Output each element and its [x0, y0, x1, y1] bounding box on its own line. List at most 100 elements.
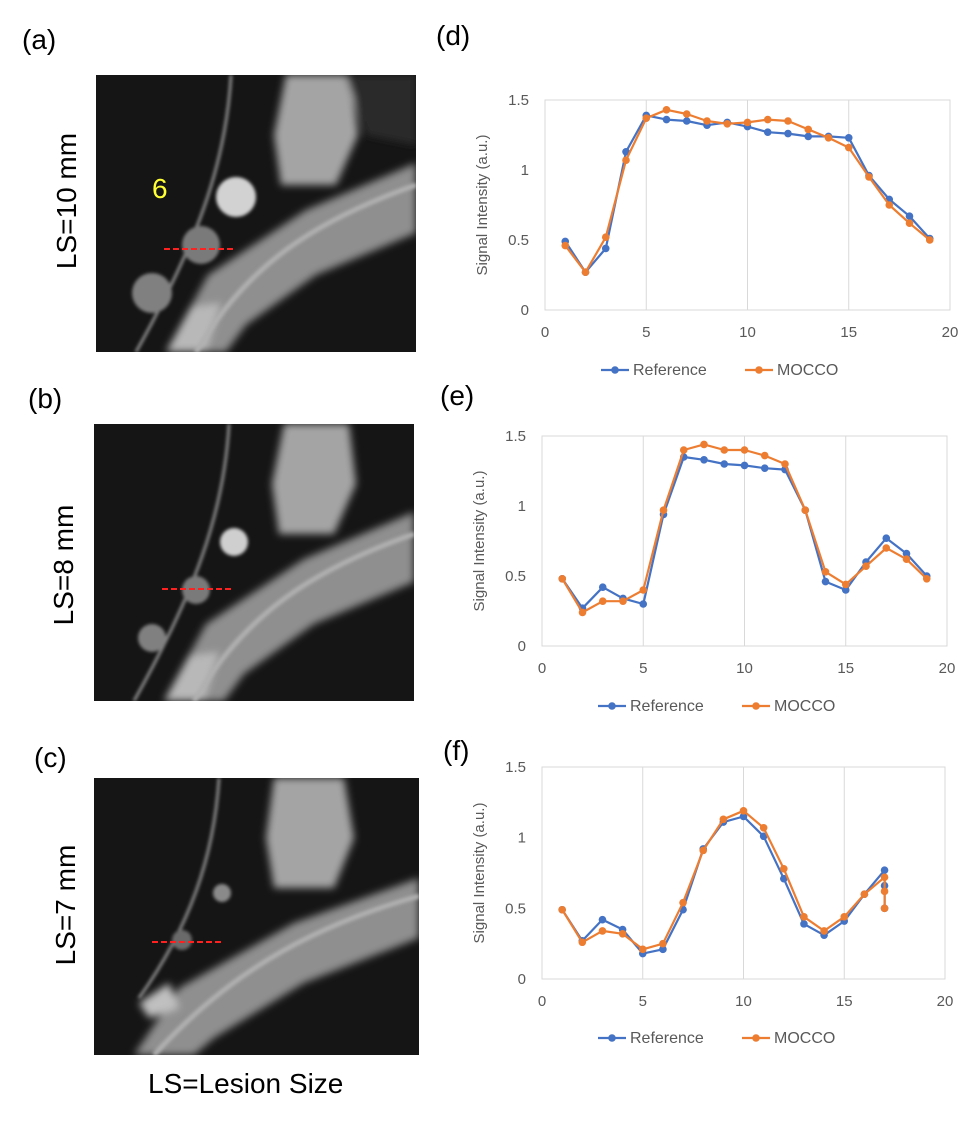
legend-label-reference: Reference — [633, 362, 707, 379]
data-point-mocco — [622, 156, 630, 164]
data-point-mocco — [598, 927, 607, 935]
line-chart-f: 0 5 10 15 20 0 0.5 1 1.5 Signal Intensity (a.u.) R… — [471, 759, 954, 1047]
data-point-reference — [759, 832, 768, 841]
data-point-reference — [780, 874, 788, 883]
line-chart-d: 0 5 10 15 20 0 0.5 1 1.5 Signal Intensity (a.u.) R… — [474, 92, 959, 379]
data-point-mocco — [880, 887, 889, 896]
data-point-mocco — [780, 864, 788, 873]
data-point-mocco — [760, 451, 769, 460]
data-point-reference — [800, 920, 808, 928]
x-tick-label: 10 — [735, 993, 752, 1010]
data-point-mocco — [679, 898, 687, 907]
data-point-mocco — [598, 597, 607, 605]
x-tick-label: 10 — [739, 324, 756, 341]
data-point-reference — [720, 460, 729, 468]
data-point-reference — [804, 132, 813, 141]
y-tick-label: 1 — [521, 162, 529, 179]
y-tick-label: 1.5 — [505, 428, 526, 445]
data-point-mocco — [618, 929, 627, 938]
data-point-mocco — [642, 114, 651, 122]
data-point-mocco — [659, 939, 667, 948]
x-tick-label: 0 — [538, 993, 546, 1010]
data-point-mocco — [885, 201, 894, 209]
data-point-reference — [598, 583, 607, 591]
data-point-reference — [700, 456, 708, 464]
data-point-mocco — [581, 268, 590, 276]
data-point-mocco — [800, 913, 808, 921]
x-tick-label: 20 — [942, 324, 959, 341]
mri-image-b — [94, 424, 414, 701]
x-tick-label: 0 — [538, 660, 546, 677]
y-tick-label: 0 — [518, 638, 526, 655]
data-point-mocco — [801, 506, 810, 514]
data-point-mocco — [679, 446, 688, 454]
x-tick-label: 0 — [541, 324, 549, 341]
data-point-mocco — [578, 938, 587, 947]
mri-image-c — [94, 778, 419, 1055]
data-point-mocco — [865, 173, 873, 181]
data-point-mocco — [759, 823, 768, 832]
data-point-mocco — [659, 506, 668, 514]
data-point-mocco — [840, 913, 849, 921]
legend-marker-reference — [608, 702, 616, 710]
lesion-size-label-c: LS=7 mm — [50, 844, 81, 966]
legend-label-reference: Reference — [630, 698, 704, 715]
data-point-mocco — [638, 945, 647, 954]
data-point-mocco — [703, 117, 711, 125]
data-point-mocco — [860, 890, 869, 898]
x-tick-label: 5 — [639, 660, 647, 677]
y-tick-label: 1.5 — [508, 92, 529, 109]
data-point-reference — [739, 812, 748, 821]
data-point-reference — [905, 212, 914, 220]
data-point-mocco — [740, 446, 749, 454]
panel-label-a: (a) — [22, 24, 57, 55]
y-tick-label: 1.5 — [505, 759, 526, 776]
data-point-mocco — [784, 117, 792, 125]
x-tick-label: 20 — [937, 993, 954, 1010]
data-point-mocco — [821, 568, 830, 576]
data-point-reference — [601, 244, 610, 253]
data-point-reference — [882, 534, 891, 542]
data-point-mocco — [880, 873, 889, 882]
data-point-mocco — [699, 846, 707, 855]
data-point-mocco — [781, 460, 789, 468]
panel-label-f: (f) — [443, 735, 470, 766]
data-point-mocco — [880, 904, 889, 913]
panel-label-e: (e) — [440, 380, 475, 411]
data-point-mocco — [601, 233, 610, 241]
data-point-mocco — [763, 115, 772, 124]
data-point-reference — [902, 549, 911, 558]
data-point-mocco — [905, 219, 914, 227]
y-tick-label: 1 — [518, 830, 526, 847]
data-point-reference — [682, 117, 691, 125]
lesion-size-label-a: LS=10 mm — [51, 132, 82, 270]
data-point-reference — [598, 915, 607, 924]
y-tick-label: 1 — [518, 498, 526, 515]
y-axis-label: Signal Intensity (a.u.) — [474, 135, 491, 276]
legend-label-mocco: MOCCO — [774, 698, 835, 715]
data-point-reference — [740, 461, 749, 470]
panel-label-d: (d) — [436, 20, 471, 51]
data-point-mocco — [700, 440, 708, 449]
data-point-mocco — [639, 586, 648, 594]
data-point-reference — [622, 148, 630, 156]
y-axis-label: Signal Intensity (a.u.) — [471, 471, 488, 612]
data-point-reference — [844, 134, 853, 142]
data-point-reference — [841, 586, 850, 594]
lesion-number-label: 6 — [152, 173, 168, 204]
data-point-mocco — [682, 110, 691, 118]
data-point-mocco — [844, 143, 853, 152]
legend-label-mocco: MOCCO — [777, 362, 838, 379]
data-point-reference — [662, 115, 671, 124]
line-chart-e: 0 5 10 15 20 0 0.5 1 1.5 Signal Intensity (a.u.) R… — [471, 428, 955, 715]
data-point-reference — [639, 600, 648, 608]
x-tick-label: 5 — [642, 324, 650, 341]
data-point-mocco — [925, 236, 934, 244]
x-tick-label: 15 — [837, 660, 854, 677]
x-tick-label: 15 — [840, 324, 857, 341]
data-point-mocco — [804, 125, 813, 134]
footer-caption: LS=Lesion Size — [148, 1068, 344, 1099]
y-tick-label: 0.5 — [505, 900, 526, 917]
data-point-reference — [821, 577, 830, 586]
y-tick-label: 0 — [521, 302, 529, 319]
